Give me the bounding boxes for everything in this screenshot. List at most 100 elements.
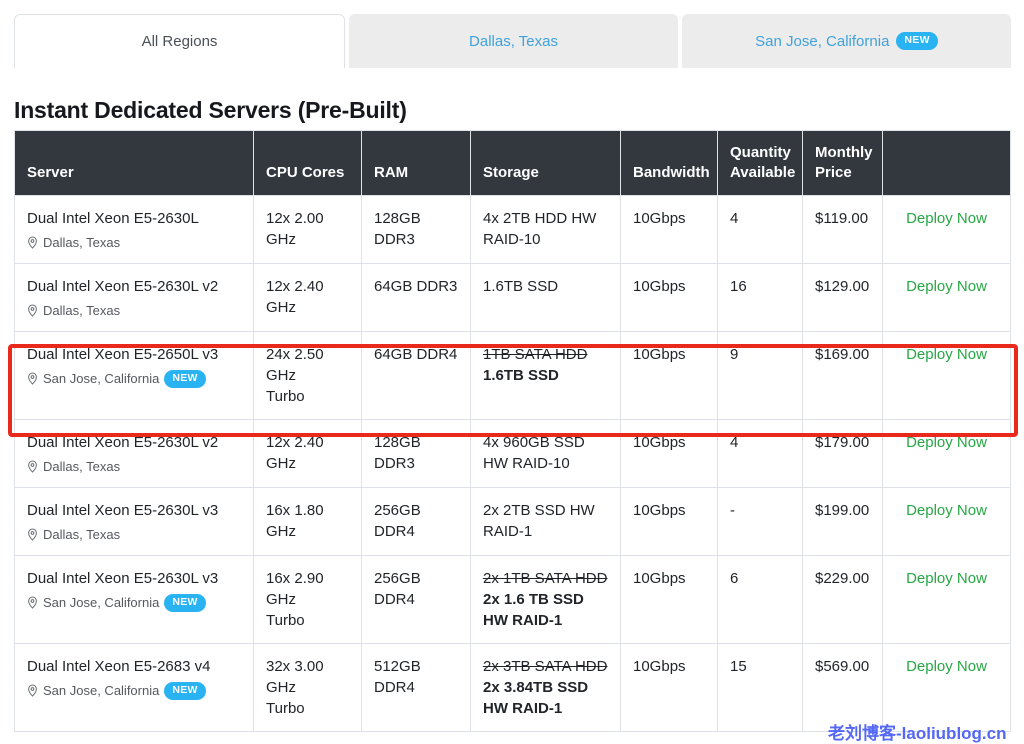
server-location: San Jose, California	[43, 683, 160, 699]
header-ram: RAM	[361, 130, 471, 196]
bandwidth-cell: 10Gbps	[620, 487, 718, 556]
storage-cell: 4x 960GB SSD HW RAID-10	[470, 419, 621, 488]
server-location: Dallas, Texas	[43, 235, 121, 250]
server-location: San Jose, California	[43, 595, 160, 611]
cpu-turbo: Turbo	[266, 612, 305, 629]
price-cell: $179.00	[802, 419, 883, 488]
cpu-turbo: Turbo	[266, 700, 305, 717]
price-cell: $229.00	[802, 555, 883, 644]
deploy-cell: Deploy Now	[882, 487, 1011, 556]
cpu-turbo: Turbo	[266, 388, 305, 405]
deploy-now-link[interactable]: Deploy Now	[906, 658, 987, 675]
server-location: Dallas, Texas	[43, 527, 121, 542]
header-cpu-cores: CPU Cores	[253, 130, 362, 196]
deploy-cell: Deploy Now	[882, 263, 1011, 332]
location-pin-icon	[27, 304, 38, 317]
price-cell: $119.00	[802, 195, 883, 264]
tab-label: Dallas, Texas	[469, 32, 558, 50]
server-name: Dual Intel Xeon E5-2683 v4	[27, 658, 211, 675]
cpu-cell: 24x 2.50 GHz Turbo	[253, 331, 362, 420]
quantity-cell: 16	[717, 263, 803, 332]
cpu-cell: 12x 2.00 GHz	[253, 195, 362, 264]
server-name: Dual Intel Xeon E5-2630L v2	[27, 434, 219, 451]
region-tabs: All Regions Dallas, Texas San Jose, Cali…	[14, 14, 1011, 68]
tab-all-regions[interactable]: All Regions	[14, 14, 345, 68]
cpu-speed: 12x 2.00 GHz	[266, 210, 324, 248]
watermark: 老刘博客-laoliublog.cn	[828, 724, 1007, 743]
tab-dallas-texas[interactable]: Dallas, Texas	[349, 14, 678, 68]
table-header: Server CPU Cores RAM Storage Bandwidth Q…	[14, 130, 1011, 196]
storage-desc: 4x 2TB HDD HW RAID-10	[483, 210, 597, 248]
table-row: Dual Intel Xeon E5-2630L Dallas, Texas 1…	[14, 195, 1011, 264]
storage-cell: 1.6TB SSD	[470, 263, 621, 332]
cpu-speed: 16x 1.80 GHz	[266, 502, 324, 540]
location-pin-icon	[27, 372, 38, 385]
servers-table: Server CPU Cores RAM Storage Bandwidth Q…	[14, 130, 1011, 732]
location-pin-icon	[27, 684, 38, 697]
storage-new: 1.6TB SSD	[483, 367, 559, 384]
new-badge: NEW	[896, 32, 938, 50]
deploy-now-link[interactable]: Deploy Now	[906, 434, 987, 451]
server-name: Dual Intel Xeon E5-2630L v2	[27, 278, 219, 295]
deploy-now-link[interactable]: Deploy Now	[906, 278, 987, 295]
bandwidth-cell: 10Gbps	[620, 331, 718, 420]
storage-cell: 2x 1TB SATA HDD 2x 1.6 TB SSD HW RAID-1	[470, 555, 621, 644]
storage-cell: 1TB SATA HDD 1.6TB SSD	[470, 331, 621, 420]
deploy-cell: Deploy Now	[882, 331, 1011, 420]
server-name: Dual Intel Xeon E5-2630L	[27, 210, 199, 227]
cpu-speed: 12x 2.40 GHz	[266, 434, 324, 472]
bandwidth-cell: 10Gbps	[620, 643, 718, 732]
location-pin-icon	[27, 596, 38, 609]
new-badge: NEW	[164, 682, 206, 700]
storage-desc: 2x 2TB SSD HW RAID-1	[483, 502, 595, 540]
tab-san-jose-california[interactable]: San Jose, California NEW	[682, 14, 1011, 68]
table-row: Dual Intel Xeon E5-2630L v3 San Jose, Ca…	[14, 555, 1011, 644]
storage-old: 2x 1TB SATA HDD	[483, 570, 608, 587]
storage-cell: 2x 2TB SSD HW RAID-1	[470, 487, 621, 556]
cpu-cell: 16x 1.80 GHz	[253, 487, 362, 556]
cpu-speed: 32x 3.00 GHz	[266, 658, 324, 696]
deploy-now-link[interactable]: Deploy Now	[906, 210, 987, 227]
ram-cell: 128GB DDR3	[361, 195, 471, 264]
storage-desc: 1.6TB SSD	[483, 278, 559, 295]
new-badge: NEW	[164, 594, 206, 612]
table-row: Dual Intel Xeon E5-2630L v2 Dallas, Texa…	[14, 263, 1011, 332]
deploy-now-link[interactable]: Deploy Now	[906, 502, 987, 519]
ram-cell: 256GB DDR4	[361, 487, 471, 556]
header-server: Server	[14, 130, 254, 196]
bandwidth-cell: 10Gbps	[620, 419, 718, 488]
server-name: Dual Intel Xeon E5-2650L v3	[27, 346, 219, 363]
location-pin-icon	[27, 528, 38, 541]
location-pin-icon	[27, 236, 38, 249]
header-monthly-price: Monthly Price	[802, 130, 883, 196]
storage-new: 2x 3.84TB SSD HW RAID-1	[483, 679, 589, 717]
table-row: Dual Intel Xeon E5-2630L v2 Dallas, Texa…	[14, 419, 1011, 488]
ram-cell: 128GB DDR3	[361, 419, 471, 488]
server-location: Dallas, Texas	[43, 459, 121, 474]
page-title: Instant Dedicated Servers (Pre-Built)	[14, 97, 407, 123]
server-cell: Dual Intel Xeon E5-2630L Dallas, Texas	[14, 195, 254, 264]
cpu-cell: 12x 2.40 GHz	[253, 419, 362, 488]
quantity-cell: 4	[717, 195, 803, 264]
quantity-cell: 15	[717, 643, 803, 732]
server-table-body: Dual Intel Xeon E5-2630L Dallas, Texas 1…	[14, 195, 1011, 732]
price-cell: $129.00	[802, 263, 883, 332]
server-cell: Dual Intel Xeon E5-2630L v3 San Jose, Ca…	[14, 555, 254, 644]
ram-cell: 64GB DDR3	[361, 263, 471, 332]
storage-cell: 2x 3TB SATA HDD 2x 3.84TB SSD HW RAID-1	[470, 643, 621, 732]
server-cell: Dual Intel Xeon E5-2630L v2 Dallas, Texa…	[14, 263, 254, 332]
tab-label: San Jose, California	[755, 32, 890, 50]
quantity-cell: 4	[717, 419, 803, 488]
deploy-now-link[interactable]: Deploy Now	[906, 570, 987, 587]
storage-old: 1TB SATA HDD	[483, 346, 588, 363]
cpu-cell: 16x 2.90 GHz Turbo	[253, 555, 362, 644]
server-cell: Dual Intel Xeon E5-2630L v3 Dallas, Texa…	[14, 487, 254, 556]
server-name: Dual Intel Xeon E5-2630L v3	[27, 502, 219, 519]
storage-new: 2x 1.6 TB SSD HW RAID-1	[483, 591, 584, 629]
server-location: Dallas, Texas	[43, 303, 121, 318]
tab-label: All Regions	[141, 33, 218, 50]
ram-cell: 256GB DDR4	[361, 555, 471, 644]
deploy-now-link[interactable]: Deploy Now	[906, 346, 987, 363]
quantity-cell: -	[717, 487, 803, 556]
server-cell: Dual Intel Xeon E5-2650L v3 San Jose, Ca…	[14, 331, 254, 420]
